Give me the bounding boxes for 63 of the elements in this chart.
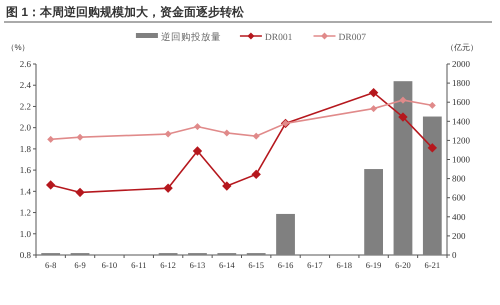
y2-tick-label: 1600 [452, 97, 470, 108]
y-tick-label: 2.0 [20, 122, 32, 133]
point [398, 112, 408, 122]
point [163, 183, 173, 193]
y2-tick-label: 200 [452, 230, 466, 241]
x-tick-label: 6-16 [278, 260, 294, 270]
y2-tick-label: 600 [452, 192, 466, 203]
x-tick-label: 6-15 [248, 260, 264, 270]
bar [394, 81, 412, 255]
point [222, 181, 232, 191]
point [194, 123, 201, 130]
y-tick-label: 0.8 [20, 250, 32, 260]
legend-label: DR007 [338, 33, 366, 43]
x-tick-label: 6-18 [336, 260, 352, 270]
y2-tick-label: 1800 [452, 78, 470, 88]
bar [276, 214, 295, 255]
x-tick-label: 6-11 [131, 260, 146, 270]
y2-tick-label: 2000 [452, 59, 470, 69]
point [223, 129, 230, 136]
legend-label: 逆回购投放量 [160, 31, 221, 43]
y-tick-label: 2.2 [20, 101, 31, 112]
x-tick-label: 6-12 [160, 260, 176, 270]
y-tick-label: 1.2 [20, 208, 31, 218]
x-tick-label: 6-21 [424, 260, 440, 270]
chart-title: 图 1：本周逆回购规模加大，资金面逐步转松 [6, 5, 246, 19]
x-tick-label: 6-9 [74, 260, 86, 270]
point [75, 188, 85, 198]
x-tick-label: 6-13 [190, 260, 206, 270]
bar [422, 116, 442, 255]
y2-axis-title: （亿元） [446, 43, 478, 52]
y-tick-label: 1.8 [20, 144, 32, 154]
point [164, 130, 172, 138]
x-tick-label: 6-20 [395, 260, 411, 270]
y-tick-label: 1.4 [20, 186, 32, 196]
y-axis-title: （%） [6, 43, 30, 52]
y2-tick-label: 0 [452, 250, 457, 260]
point [47, 136, 54, 143]
point [428, 143, 438, 153]
x-tick-label: 6-8 [45, 260, 56, 270]
point [251, 170, 261, 180]
bar [364, 169, 383, 255]
y-tick-label: 2.4 [20, 80, 32, 90]
x-tick-label: 6-19 [366, 260, 382, 270]
y-tick-label: 1.0 [20, 228, 32, 239]
point [399, 96, 406, 104]
x-tick-label: 6-14 [219, 260, 236, 270]
point [76, 134, 84, 141]
y2-tick-label: 400 [452, 212, 466, 222]
point [428, 102, 436, 109]
x-tick-label: 6-17 [307, 260, 323, 270]
y2-tick-label: 1000 [452, 154, 470, 164]
y2-tick-label: 800 [452, 174, 466, 184]
y-tick-label: 2.6 [20, 59, 32, 69]
y2-tick-label: 1200 [452, 135, 470, 146]
x-tick-label: 6-10 [102, 260, 118, 270]
legend-label: DR001 [264, 33, 293, 43]
point [368, 88, 378, 98]
point [192, 146, 202, 156]
point [46, 180, 56, 190]
point [370, 105, 378, 112]
y-tick-label: 1.6 [20, 165, 32, 176]
point [252, 132, 260, 140]
y2-tick-label: 1400 [452, 116, 470, 126]
